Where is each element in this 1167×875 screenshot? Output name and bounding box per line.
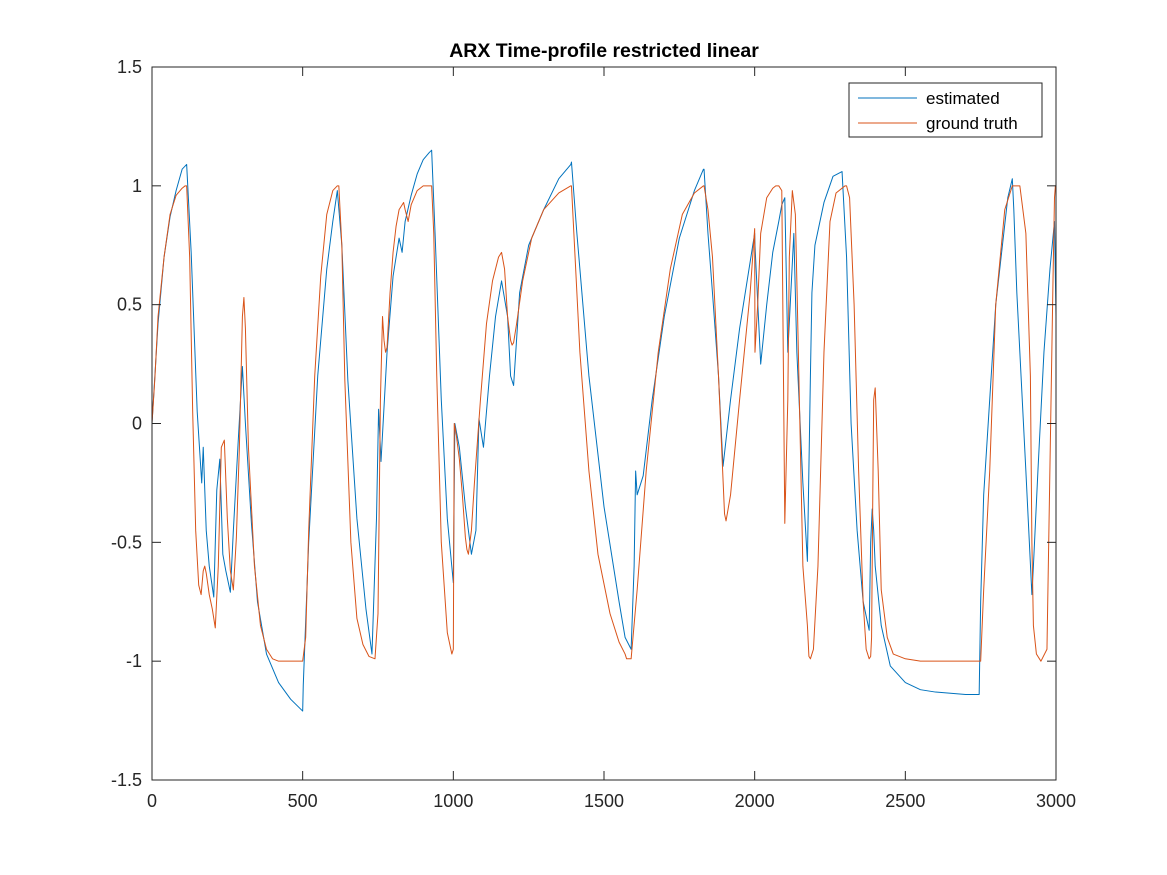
series-line-ground-truth	[151, 185, 1056, 662]
x-tick-label: 1500	[584, 791, 624, 811]
legend: estimated ground truth	[848, 82, 1043, 138]
legend-label-ground-truth: ground truth	[926, 114, 1018, 133]
y-tick-label: -0.5	[111, 532, 142, 552]
axes-box	[151, 66, 1057, 781]
y-tick-label: -1.5	[111, 770, 142, 790]
x-tick-label: 500	[288, 791, 318, 811]
y-tick-label: -1	[126, 651, 142, 671]
y-tick-label: 1	[132, 176, 142, 196]
plot-area	[152, 67, 1056, 780]
tick-layer: 0 500 1000 1500 2000 2500 3000 -1.5 -1 -0.5 0 0.5 1 1…	[111, 57, 1076, 811]
chart-title: ARX Time-profile restricted linear	[449, 40, 759, 62]
x-tick-label: 2000	[735, 791, 775, 811]
series-line-estimated	[151, 149, 1057, 712]
x-tick-label: 2500	[885, 791, 925, 811]
x-tick-label: 3000	[1036, 791, 1076, 811]
series-layer	[151, 149, 1057, 712]
legend-box	[848, 82, 1043, 138]
x-tick-label: 0	[147, 791, 157, 811]
x-tick-label: 1000	[433, 791, 473, 811]
legend-label-estimated: estimated	[926, 89, 1000, 108]
y-tick-label: 1.5	[117, 57, 142, 77]
y-tick-label: 0	[132, 414, 142, 434]
y-tick-label: 0.5	[117, 295, 142, 315]
